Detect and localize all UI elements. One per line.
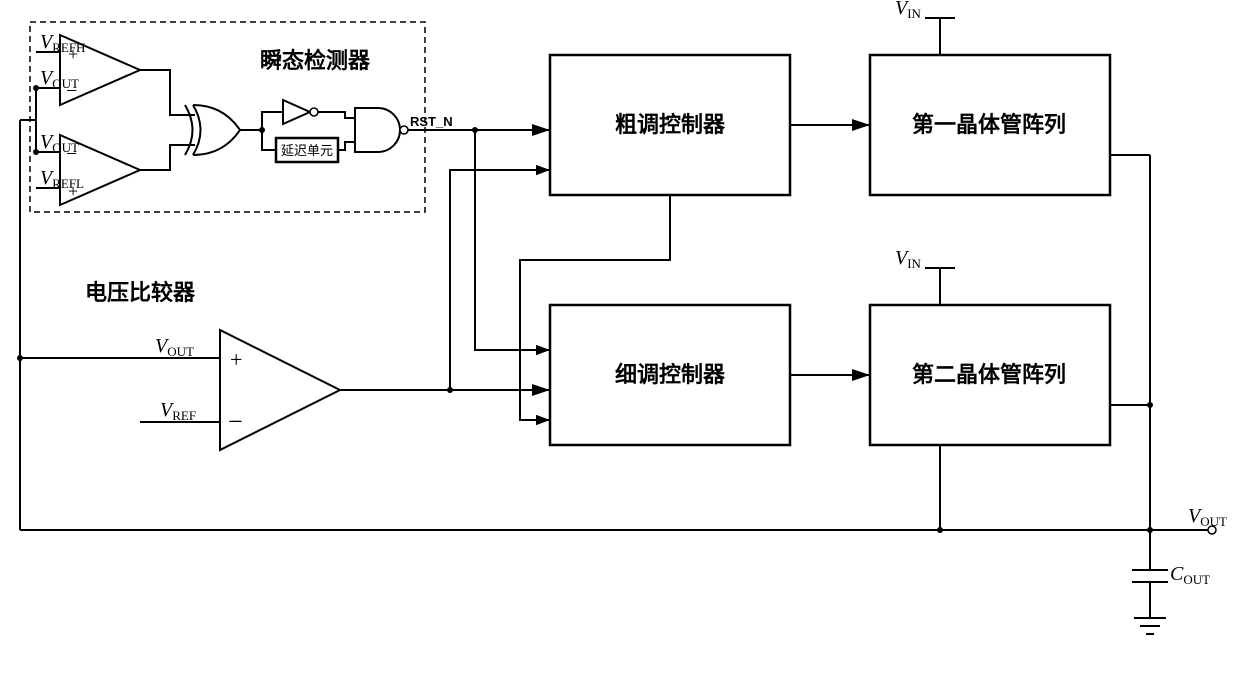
transistor-array-2-label: 第二晶体管阵列	[912, 362, 1066, 387]
label-vref: VREF	[160, 399, 196, 423]
label-vout-cmp: VOUT	[155, 335, 194, 359]
svg-text:−: −	[228, 407, 243, 436]
label-vout-out: VOUT	[1188, 505, 1227, 529]
fine-controller-label: 细调控制器	[615, 362, 726, 387]
nand-gate-icon	[355, 108, 408, 152]
label-vin-1: VIN	[895, 0, 922, 21]
transistor-array-1-label: 第一晶体管阵列	[912, 112, 1066, 137]
delay-cell-label: 延迟单元	[281, 143, 333, 158]
label-vrefh: VREFH	[40, 31, 85, 55]
label-vin-2: VIN	[895, 247, 922, 271]
coarse-controller-label: 粗调控制器	[615, 112, 726, 137]
svg-text:+: +	[230, 347, 242, 372]
inverter-icon	[283, 100, 318, 124]
xor-gate-icon	[185, 105, 240, 155]
voltage-comparator-title: 电压比较器	[85, 280, 196, 305]
transient-detector-title: 瞬态检测器	[260, 48, 371, 73]
label-rstn: RST_N	[410, 114, 453, 129]
label-cout: COUT	[1170, 563, 1210, 587]
